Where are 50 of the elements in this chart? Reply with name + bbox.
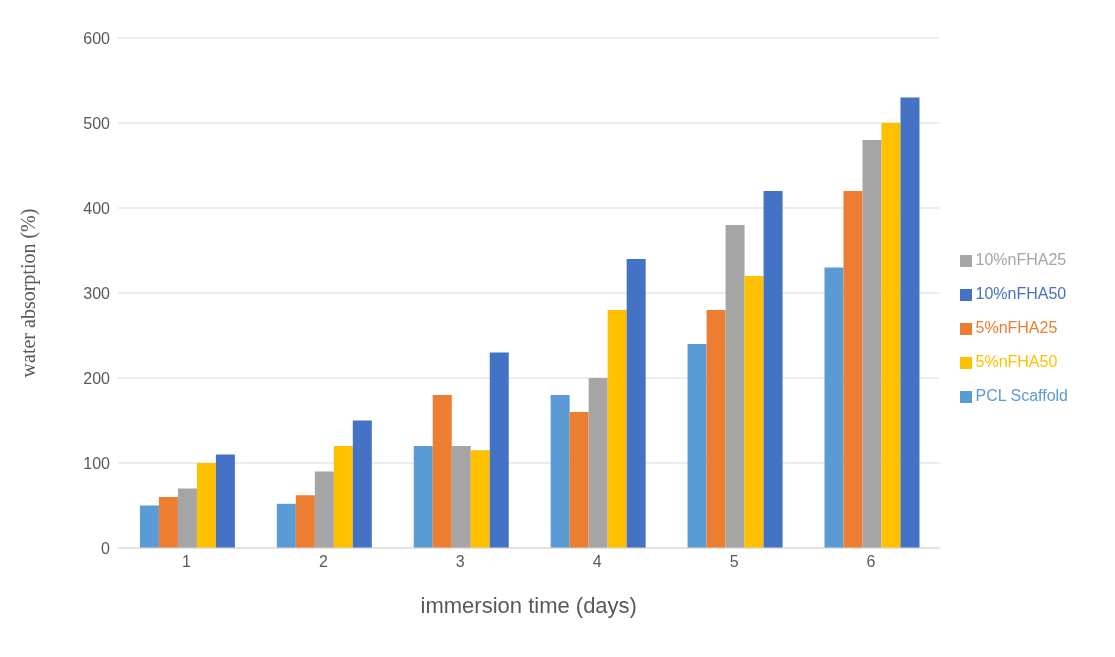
legend-label: 10%nFHA50: [975, 285, 1067, 302]
bar: [295, 495, 315, 548]
x-tick-label: 3: [455, 553, 465, 571]
bar: [763, 191, 783, 548]
bar: [569, 412, 589, 548]
bar: [196, 463, 216, 548]
bar: [706, 310, 726, 548]
legend-label: PCL Scaffold: [975, 387, 1068, 404]
x-tick-label: 1: [182, 553, 192, 571]
bar: [177, 488, 197, 548]
bar: [881, 123, 901, 548]
y-tick-label: 0: [101, 539, 111, 557]
bar: [843, 191, 863, 548]
x-tick-label: 6: [866, 553, 876, 571]
bar: [470, 450, 490, 548]
bar: [489, 352, 509, 548]
bar: [352, 420, 372, 548]
x-tick-label: 4: [592, 553, 602, 571]
x-tick-label: 2: [318, 553, 328, 571]
y-tick-label: 300: [83, 284, 111, 302]
bar: [215, 454, 235, 548]
y-axis-title: water absorption (%): [17, 208, 41, 378]
legend-label: 10%nFHA25: [975, 251, 1067, 268]
bar: [550, 395, 570, 548]
bar: [862, 140, 882, 548]
bar: [432, 395, 452, 548]
bar: [314, 471, 334, 548]
bar: [607, 310, 627, 548]
y-tick-label: 500: [83, 114, 111, 132]
bar: [413, 446, 433, 548]
legend-label: 5%nFHA25: [975, 319, 1058, 336]
bar: [725, 225, 745, 548]
legend-label: 5%nFHA50: [975, 353, 1058, 370]
x-axis-title: immersion time (days): [420, 593, 637, 618]
bar: [139, 505, 159, 548]
bar: [900, 97, 920, 548]
bar: [626, 259, 646, 548]
bar: [276, 503, 296, 548]
y-tick-label: 600: [83, 29, 111, 47]
bar: [687, 344, 707, 548]
bar: [744, 276, 764, 548]
x-tick-label: 5: [729, 553, 739, 571]
y-tick-label: 400: [83, 199, 111, 217]
bar: [588, 378, 608, 548]
y-tick-label: 100: [83, 454, 111, 472]
bar: [824, 267, 844, 548]
bar: [451, 446, 471, 548]
y-tick-label: 200: [83, 369, 111, 387]
bar: [158, 497, 178, 548]
bar: [333, 446, 353, 548]
